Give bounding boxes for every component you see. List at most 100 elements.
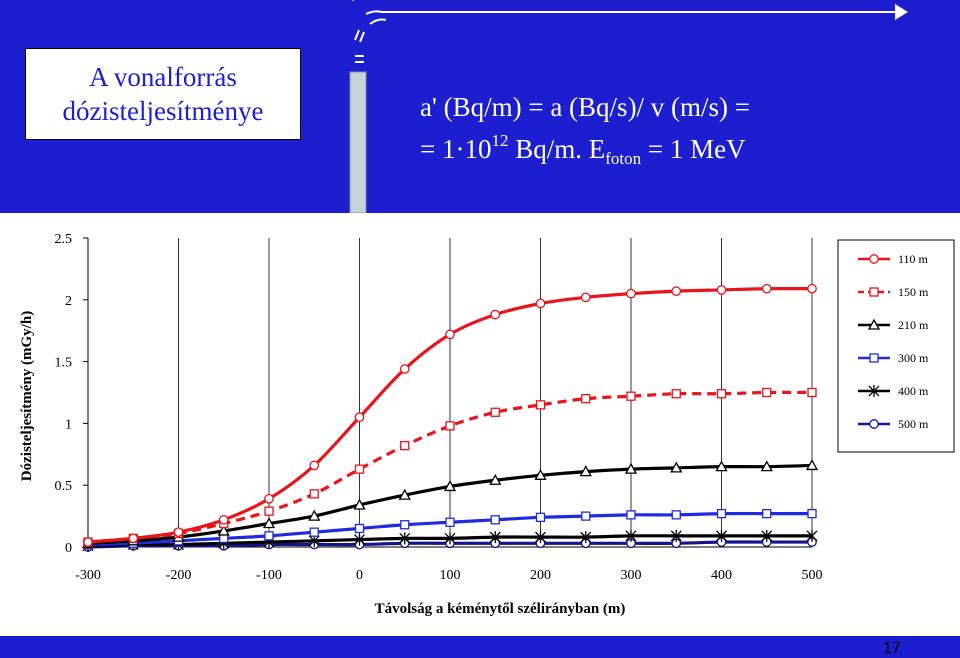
data-point	[715, 460, 728, 472]
wind-arrow-icon	[365, 4, 908, 25]
chart-grid	[87, 238, 813, 547]
legend-label: 210 m	[898, 318, 929, 332]
data-point	[354, 464, 365, 474]
data-point	[760, 460, 773, 472]
data-point	[217, 524, 230, 536]
data-point	[83, 537, 93, 547]
legend-item: 110 m	[858, 252, 929, 266]
x-tick-label: 500	[802, 568, 823, 583]
legend-label: 110 m	[898, 252, 929, 266]
formula-line-2-mid: Bq/m. E	[508, 134, 606, 164]
legend-item: 400 m	[858, 384, 929, 398]
data-point	[579, 465, 592, 477]
legend-marker	[869, 287, 879, 297]
data-point	[264, 531, 274, 541]
legend-label: 150 m	[898, 285, 929, 299]
data-point	[671, 510, 681, 520]
data-point	[580, 292, 591, 303]
data-point	[445, 517, 455, 527]
data-point	[761, 283, 772, 294]
legend-item: 210 m	[858, 318, 929, 332]
legend-marker	[869, 254, 879, 264]
data-point	[354, 533, 365, 546]
y-tick-label: 0	[65, 541, 72, 556]
data-point	[626, 288, 636, 299]
data-point	[535, 531, 546, 544]
data-point	[762, 508, 772, 519]
dose-rate-chart: -300 -200 -100 0 100 200 300 400 500 0 0.5 1 1.5 2 2.5…	[19, 232, 955, 617]
data-point	[173, 527, 184, 538]
series-400-m	[82, 529, 818, 552]
chart-legend: 110 m 150 m 210 m 300 m 400 m 500 m	[837, 239, 955, 453]
series-line	[87, 390, 813, 544]
data-point	[398, 488, 411, 500]
chimney-icon	[349, 0, 367, 213]
formula-line-2: = 1·1012 Bq/m. Efoton = 1 MeV	[420, 128, 750, 170]
data-point	[490, 407, 500, 417]
data-point	[670, 529, 682, 542]
page-number: 17	[883, 640, 901, 657]
legend-label: 400 m	[898, 384, 929, 398]
data-point	[400, 520, 410, 530]
y-tick-label: 2.5	[55, 232, 73, 247]
formula-text: a' (Bq/m) = a (Bq/s)/ v (m/s) = = 1·1012…	[420, 86, 750, 170]
data-point	[445, 421, 455, 431]
data-point	[264, 506, 274, 516]
data-point	[535, 400, 546, 410]
x-axis-label: Távolság a kéménytől szélirányban (m)	[375, 601, 626, 617]
data-point	[807, 283, 817, 294]
data-point	[807, 508, 817, 519]
data-point	[400, 440, 410, 451]
legend-marker	[869, 353, 879, 363]
data-point	[626, 510, 636, 520]
y-tick-label: 1.5	[55, 356, 73, 371]
formula-subscript: foton	[605, 149, 642, 168]
data-point	[399, 532, 411, 545]
y-axis-label: Dózisteljesítmény (mGy/h)	[19, 311, 35, 481]
data-point	[262, 517, 276, 529]
data-point	[490, 309, 501, 320]
data-point	[625, 529, 637, 542]
legend-marker	[868, 385, 880, 397]
data-point	[264, 493, 274, 504]
data-point	[309, 460, 320, 471]
data-point	[624, 462, 638, 474]
data-point	[443, 480, 457, 492]
data-point	[444, 532, 456, 545]
chart-axes: -300 -200 -100 0 100 200 300 400 500 0 0.5 1 1.5 2 2.5	[55, 232, 823, 583]
formula-line-2-suffix: = 1 MeV	[641, 134, 746, 164]
y-tick-label: 2	[65, 294, 72, 309]
legend-label: 300 m	[898, 351, 929, 365]
x-tick-label: 300	[621, 568, 642, 583]
data-point	[535, 298, 546, 309]
data-point	[671, 389, 681, 399]
data-point	[761, 529, 773, 542]
formula-line-2-prefix: = 1·10	[420, 134, 492, 164]
x-tick-label: -300	[75, 568, 101, 583]
data-point	[128, 533, 139, 544]
legend-item: 300 m	[858, 351, 929, 365]
data-point	[218, 514, 229, 525]
legend-marker	[867, 318, 881, 330]
data-point	[353, 498, 366, 510]
series-110-m	[83, 283, 817, 547]
data-point	[535, 512, 546, 522]
data-point	[309, 489, 319, 499]
data-point	[354, 523, 365, 534]
formula-line-1: a' (Bq/m) = a (Bq/s)/ v (m/s) =	[420, 92, 751, 122]
data-point	[716, 389, 727, 399]
x-tick-label: 100	[440, 568, 461, 583]
data-point	[308, 509, 321, 521]
data-point	[581, 511, 591, 521]
legend-box	[837, 239, 955, 453]
legend-label: 500 m	[898, 417, 929, 431]
slide-title-box: A vonalforrás dózisteljesítménye	[25, 48, 301, 140]
slide-title-line-2: dózisteljesítménye	[62, 96, 264, 126]
y-tick-label: 1	[65, 417, 72, 432]
data-point	[489, 473, 502, 485]
slide-title-line-1: A vonalforrás	[89, 62, 237, 92]
data-point	[626, 391, 636, 401]
legend-item: 500 m	[858, 417, 929, 431]
data-point	[807, 387, 817, 398]
x-tick-label: 200	[530, 568, 551, 583]
